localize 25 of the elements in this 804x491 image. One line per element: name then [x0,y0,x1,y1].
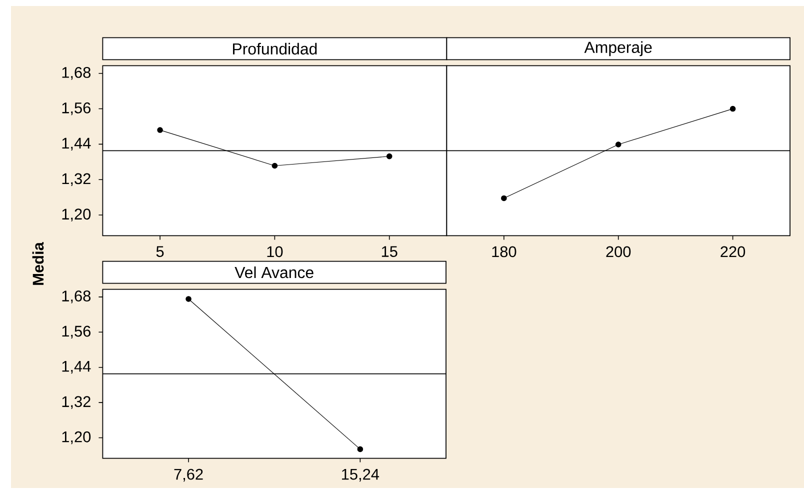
y-tick-label: 1,20 [62,431,91,444]
x-tick-label: 15,24 [342,468,380,482]
chart-title: Amperaje [584,41,652,56]
point [386,153,392,160]
y-tick-label: 1,44 [62,138,91,150]
y-tick-label: 1,68 [62,66,91,80]
y-tick-label: 1,56 [62,326,90,339]
x-tick-label: 180 [492,246,516,258]
x-tick-label: 7,62 [174,468,203,482]
y-tick-label: 1,20 [62,208,91,222]
y-tick-label: 1,32 [62,173,90,186]
point [157,127,163,133]
x-tick-label: 5 [156,246,164,257]
x-tick-label: 10 [267,246,283,258]
chart-title: Profundidad [233,42,317,55]
point [272,162,278,169]
y-tick-label: 1,56 [62,102,90,116]
x-tick-label: 200 [606,246,631,258]
y-tick-label: 1,32 [62,396,90,409]
y-axis-title: Media [32,242,44,285]
x-tick-label: 220 [720,246,746,258]
y-tick-label: 1,44 [62,361,91,374]
x-tick-label: 15 [382,246,398,257]
y-tick-label: 1,68 [62,290,91,304]
chart-title: Vel Avance [234,266,314,278]
